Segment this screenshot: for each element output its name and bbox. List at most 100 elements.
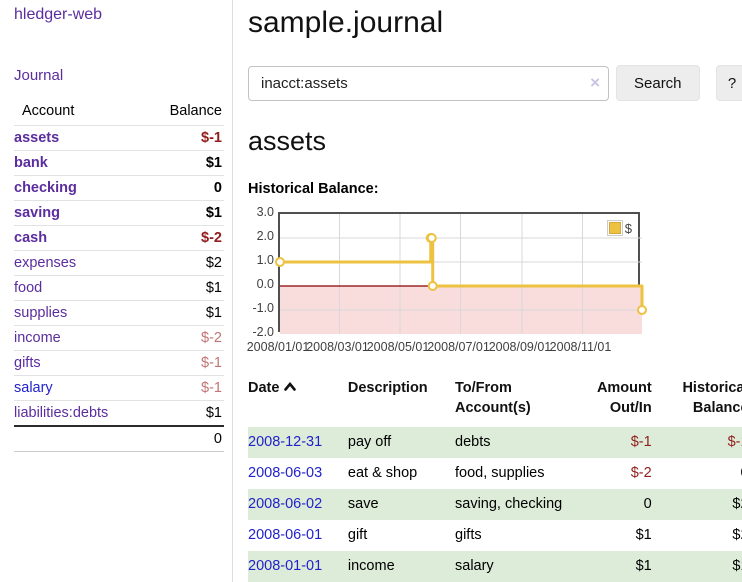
transaction-amount: $1 [635, 526, 652, 543]
register-header-description: Description [347, 380, 428, 396]
account-link-supplies[interactable]: supplies [14, 305, 68, 321]
account-row: saving $1 [14, 200, 224, 226]
account-link-expenses[interactable]: expenses [14, 255, 77, 271]
transaction-accounts: salary [455, 557, 494, 574]
account-link-liabilities-debts[interactable]: liabilities:debts [14, 405, 109, 421]
account-balance: $1 [140, 300, 224, 326]
x-axis-tick-label: 2008/11/01 [549, 340, 612, 354]
transaction-date-link[interactable]: 2008-01-01 [248, 557, 323, 574]
register-row: 2008-06-01 gift gifts $1 $2 [248, 520, 742, 551]
transaction-date-link[interactable]: 2008-06-01 [248, 526, 323, 543]
account-row: assets $-1 [14, 125, 224, 151]
register-header-date[interactable]: Date [248, 376, 348, 427]
register-header-amount: Amount Out/In [596, 380, 652, 417]
account-balance: $1 [140, 275, 224, 301]
account-balance: $1 [140, 200, 224, 226]
account-row: income $-2 [14, 325, 224, 351]
account-row: supplies $1 [14, 300, 224, 326]
account-balance: $1 [140, 150, 224, 176]
account-row: salary $-1 [14, 375, 224, 401]
account-link-cash[interactable]: cash [14, 230, 48, 246]
search-input[interactable] [248, 65, 609, 101]
transaction-description: income [347, 557, 395, 574]
x-axis-tick-label: 2008/05/01 [366, 340, 430, 354]
register-header-balance: Historical Balance [682, 380, 742, 417]
accounts-total-row: 0 [14, 425, 224, 452]
transaction-description: pay off [347, 433, 392, 450]
account-link-bank[interactable]: bank [14, 155, 48, 171]
x-axis-tick-label: 2008/07/01 [427, 340, 490, 354]
account-link-salary[interactable]: salary [14, 380, 53, 396]
account-balance: $1 [140, 400, 224, 426]
historical-balance-chart: $ 3.0 2.0 1.0 0.0 -1.0 -2.0 2008/01/01 2008/03/… [246, 205, 742, 360]
legend-swatch-box [606, 220, 623, 236]
account-row: liabilities:debts $1 [14, 400, 224, 426]
account-row: cash $-2 [14, 225, 224, 251]
accounts-header-balance: Balance [169, 103, 222, 119]
accounts-header-account: Account [22, 103, 75, 119]
chart-plot-area: $ [275, 212, 647, 334]
transaction-description: eat & shop [347, 464, 418, 481]
account-balance: $2 [140, 250, 224, 276]
account-row: checking 0 [14, 175, 224, 201]
main-content: sample.journal × Search ? assets Histori… [233, 0, 742, 582]
account-balance: 0 [140, 175, 224, 201]
account-row: expenses $2 [14, 250, 224, 276]
transaction-amount: $-2 [630, 464, 652, 481]
accounts-table: Account Balance assets $-1 bank $1 check… [14, 100, 224, 452]
search-form: × Search ? [248, 65, 742, 101]
account-link-income[interactable]: income [14, 330, 61, 346]
legend-swatch-icon [608, 222, 621, 234]
register-row: 2008-06-02 save saving, checking 0 $2 [248, 488, 742, 520]
account-row: bank $1 [14, 150, 224, 176]
transaction-balance: $2 [732, 526, 742, 543]
transaction-balance: 0 [652, 458, 742, 489]
x-axis-tick-label: 2008/01/01 [246, 340, 310, 354]
chart-legend: $ [605, 220, 633, 236]
accounts-total: 0 [140, 425, 224, 452]
search-button[interactable]: Search [616, 65, 700, 101]
transaction-amount: 0 [643, 495, 652, 512]
register-row: 2008-06-03 eat & shop food, supplies $-2… [248, 458, 742, 489]
y-axis-tick-label: -1.0 [252, 301, 274, 315]
sort-ascending-icon [284, 381, 297, 391]
transaction-date-link[interactable]: 2008-06-03 [248, 464, 323, 481]
y-axis-tick-label: 2.0 [256, 229, 274, 243]
x-axis-tick-label: 2008/03/01 [306, 340, 369, 354]
transaction-description: save [347, 495, 379, 512]
account-page-title: assets [248, 126, 327, 156]
account-balance: $-2 [140, 225, 224, 251]
chart-plot-svg [275, 214, 647, 334]
clear-search-icon[interactable]: × [590, 72, 600, 92]
transaction-amount: $1 [635, 557, 652, 574]
register-header-accounts: To/From Account(s) [455, 380, 531, 417]
help-button[interactable]: ? [715, 65, 742, 101]
transaction-balance: $2 [732, 495, 742, 512]
account-link-saving[interactable]: saving [14, 205, 60, 221]
register-header-date-label: Date [248, 380, 280, 396]
transaction-accounts: food, supplies [455, 464, 545, 481]
brand-link[interactable]: hledger-web [14, 6, 103, 23]
register-row: 2008-01-01 income salary $1 $1 [248, 550, 742, 582]
transaction-date-link[interactable]: 2008-12-31 [248, 433, 323, 450]
register-table: Date Description To/From Account(s) Amou… [248, 376, 742, 582]
account-link-assets[interactable]: assets [14, 130, 60, 146]
legend-label: $ [624, 220, 632, 236]
sidebar: hledger-web Journal Account Balance asse… [0, 0, 233, 582]
account-link-gifts[interactable]: gifts [14, 355, 41, 371]
transaction-balance: $-1 [727, 433, 742, 450]
register-row: 2008-12-31 pay off debts $-1 $-1 [248, 426, 742, 458]
account-link-checking[interactable]: checking [14, 180, 77, 196]
page-title: sample.journal [248, 6, 444, 39]
transaction-accounts: gifts [455, 526, 482, 543]
y-axis-tick-label: 3.0 [256, 205, 274, 219]
transaction-accounts: debts [455, 433, 491, 450]
transaction-date-link[interactable]: 2008-06-02 [248, 495, 323, 512]
transaction-accounts: saving, checking [455, 495, 563, 512]
account-row: gifts $-1 [14, 350, 224, 376]
account-link-food[interactable]: food [14, 280, 43, 296]
sidebar-item-journal[interactable]: Journal [14, 67, 64, 84]
y-axis-tick-label: -2.0 [252, 325, 274, 339]
y-axis-tick-label: 0.0 [256, 277, 274, 291]
